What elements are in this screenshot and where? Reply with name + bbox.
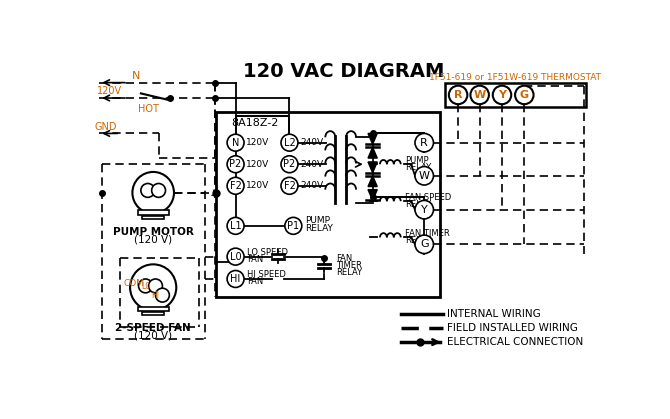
- Bar: [216, 112, 440, 297]
- Circle shape: [130, 264, 176, 310]
- Circle shape: [227, 248, 244, 265]
- Text: TIMER: TIMER: [336, 261, 362, 270]
- Text: LO SPEED: LO SPEED: [247, 248, 288, 257]
- Polygon shape: [368, 190, 377, 200]
- Circle shape: [281, 177, 298, 194]
- Text: 120 VAC DIAGRAM: 120 VAC DIAGRAM: [243, 62, 444, 81]
- Text: PUMP MOTOR: PUMP MOTOR: [113, 227, 194, 237]
- Text: F2: F2: [230, 181, 241, 191]
- Text: P2: P2: [283, 159, 295, 169]
- Text: FAN: FAN: [247, 255, 263, 264]
- Text: HI: HI: [151, 291, 159, 300]
- Text: W: W: [419, 171, 429, 181]
- Text: PUMP: PUMP: [305, 216, 330, 225]
- Text: 2-SPEED FAN: 2-SPEED FAN: [115, 323, 191, 333]
- Text: GND: GND: [94, 122, 117, 132]
- Text: L0: L0: [141, 282, 151, 291]
- Text: INTERNAL WIRING: INTERNAL WIRING: [448, 309, 541, 319]
- Circle shape: [415, 235, 433, 253]
- Text: L0: L0: [230, 252, 241, 261]
- Circle shape: [227, 134, 244, 151]
- Text: HI SPEED: HI SPEED: [247, 270, 286, 279]
- Text: 120V: 120V: [247, 160, 269, 169]
- Text: F2: F2: [283, 181, 295, 191]
- Text: 120V: 120V: [97, 86, 122, 96]
- Text: ELECTRICAL CONNECTION: ELECTRICAL CONNECTION: [448, 337, 584, 347]
- Bar: [138, 210, 169, 215]
- Text: FAN SPEED: FAN SPEED: [405, 193, 451, 202]
- Text: G: G: [520, 90, 529, 100]
- Circle shape: [227, 177, 244, 194]
- Text: RELAY: RELAY: [336, 268, 362, 277]
- Circle shape: [415, 200, 433, 219]
- Text: FIELD INSTALLED WIRING: FIELD INSTALLED WIRING: [448, 323, 578, 333]
- Circle shape: [151, 184, 165, 197]
- Circle shape: [470, 86, 489, 104]
- Text: Y: Y: [421, 204, 427, 215]
- Circle shape: [449, 86, 468, 104]
- Circle shape: [515, 86, 533, 104]
- Text: RELAY: RELAY: [405, 236, 431, 245]
- Polygon shape: [368, 133, 377, 144]
- Circle shape: [285, 217, 302, 234]
- Polygon shape: [368, 176, 377, 186]
- Text: N: N: [232, 138, 239, 147]
- Text: COM: COM: [124, 279, 145, 288]
- Text: N: N: [131, 71, 140, 81]
- Text: Y: Y: [498, 90, 506, 100]
- Circle shape: [415, 166, 433, 185]
- Polygon shape: [368, 162, 377, 173]
- Circle shape: [227, 217, 244, 234]
- Text: (120 V): (120 V): [134, 331, 172, 341]
- Text: FAN TIMER: FAN TIMER: [405, 229, 450, 238]
- Circle shape: [139, 279, 152, 293]
- Text: R: R: [420, 138, 428, 147]
- Text: 240V: 240V: [300, 181, 324, 190]
- Text: 240V: 240V: [300, 160, 324, 169]
- Text: FAN: FAN: [336, 254, 352, 264]
- Bar: [445, 83, 586, 107]
- Text: P2: P2: [229, 159, 242, 169]
- Text: PUMP: PUMP: [405, 156, 429, 165]
- Text: (120 V): (120 V): [134, 234, 172, 244]
- Text: P1: P1: [287, 221, 299, 231]
- Text: 120V: 120V: [247, 181, 269, 190]
- Bar: [138, 307, 169, 311]
- Bar: [143, 312, 164, 315]
- Text: R: R: [454, 90, 462, 100]
- Text: G: G: [420, 239, 429, 249]
- Circle shape: [281, 134, 298, 151]
- Circle shape: [149, 279, 162, 293]
- Circle shape: [281, 156, 298, 173]
- Text: 8A18Z-2: 8A18Z-2: [232, 118, 279, 128]
- Text: L1: L1: [230, 221, 241, 231]
- Circle shape: [227, 156, 244, 173]
- Circle shape: [155, 288, 170, 302]
- Text: FAN: FAN: [247, 277, 263, 286]
- Text: RELAY: RELAY: [405, 163, 431, 172]
- Bar: [143, 216, 164, 219]
- Circle shape: [492, 86, 511, 104]
- Text: HOT: HOT: [138, 104, 159, 114]
- Text: 240V: 240V: [300, 138, 324, 147]
- Text: 120V: 120V: [247, 138, 269, 147]
- Text: HI: HI: [230, 274, 241, 284]
- Circle shape: [227, 271, 244, 287]
- Text: 1F51-619 or 1F51W-619 THERMOSTAT: 1F51-619 or 1F51W-619 THERMOSTAT: [429, 73, 601, 83]
- Text: L2: L2: [283, 138, 295, 147]
- Polygon shape: [368, 147, 377, 158]
- Circle shape: [133, 172, 174, 214]
- Circle shape: [141, 184, 155, 197]
- Text: RELAY: RELAY: [405, 200, 431, 209]
- Text: W: W: [474, 90, 486, 100]
- Circle shape: [415, 133, 433, 152]
- Text: RELAY: RELAY: [305, 224, 333, 233]
